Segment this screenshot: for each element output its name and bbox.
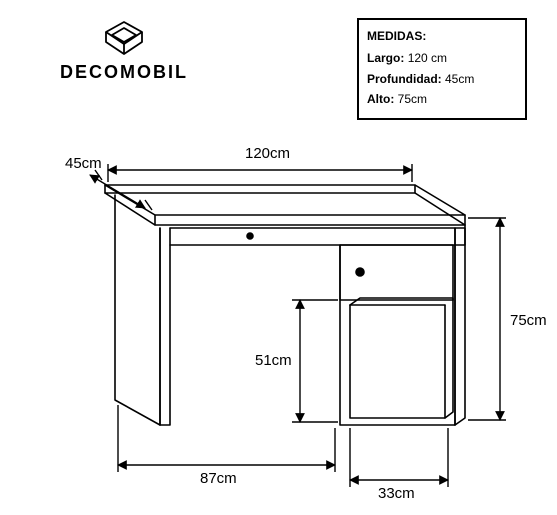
dim-left-span: 87cm [200, 470, 237, 487]
dim-depth: 45cm [65, 155, 102, 172]
dim-inner-height: 51cm [255, 352, 292, 369]
desk-diagram [0, 0, 557, 515]
dim-width: 120cm [245, 145, 290, 162]
dim-height: 75cm [510, 312, 547, 329]
dim-right-span: 33cm [378, 485, 415, 502]
